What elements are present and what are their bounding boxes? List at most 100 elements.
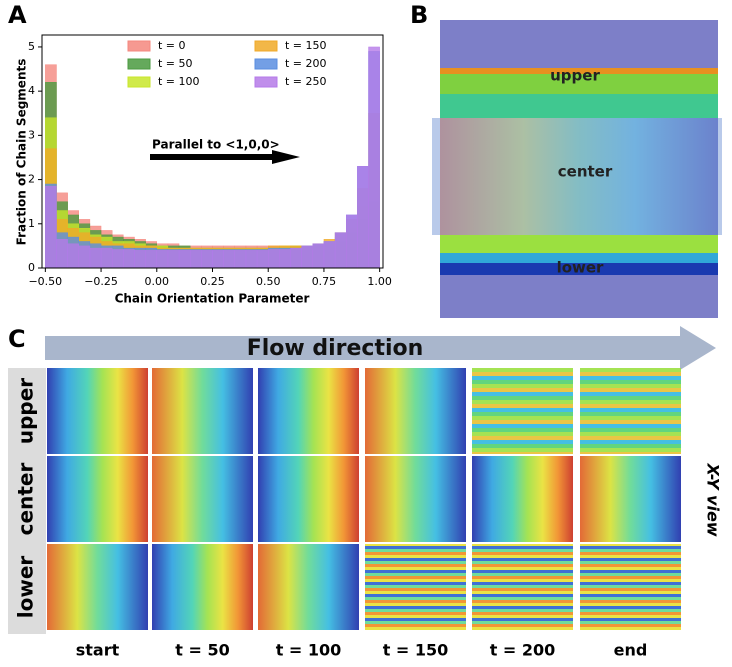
layer: [440, 263, 718, 275]
y-tick-label: 2: [28, 173, 35, 186]
bar: [134, 250, 146, 269]
bar: [201, 250, 213, 269]
x-tick-label: 0.00: [145, 275, 170, 288]
bar: [323, 241, 336, 269]
legend-label: t = 200: [285, 57, 327, 70]
snapshot: [152, 456, 253, 542]
snapshot: [47, 544, 148, 630]
bar: [368, 46, 380, 269]
legend-label: t = 100: [158, 75, 200, 88]
legend-swatch: [254, 40, 278, 52]
column-label: t = 50: [175, 641, 229, 660]
bar: [223, 250, 235, 269]
panel-a: A Fraction of Chain Segments Chain Orien…: [8, 1, 392, 306]
row-label: center: [14, 463, 38, 536]
slab: [440, 20, 718, 68]
panel-label: A: [8, 1, 27, 29]
annotation-arrow: [150, 150, 300, 164]
snapshot: [365, 368, 466, 454]
y-tick-label: 4: [28, 84, 35, 97]
bar: [212, 250, 224, 269]
annotation: Parallel to <1,0,0>: [152, 138, 280, 152]
column-label: t = 200: [490, 641, 556, 660]
center-highlight: [432, 118, 722, 235]
snapshot: [365, 544, 466, 630]
y-axis-label: Fraction of Chain Segments: [15, 59, 29, 246]
bar: [100, 247, 113, 269]
slab: [440, 275, 718, 318]
panel-c: C Flow direction X-Y view upper center low…: [8, 325, 723, 660]
bar: [346, 214, 358, 269]
x-tick-label: −0.50: [28, 275, 62, 288]
column-label: start: [76, 641, 120, 660]
snapshot: [47, 368, 148, 454]
y-tick-label: 3: [28, 128, 35, 141]
snapshot: [258, 456, 359, 542]
snapshot: [580, 544, 681, 630]
legend-label: t = 50: [158, 57, 193, 70]
flow-label: Flow direction: [247, 336, 424, 361]
bar: [190, 250, 202, 269]
bar: [256, 250, 269, 269]
panel-b: B upper center lower: [410, 1, 722, 318]
column-label: t = 150: [383, 641, 449, 660]
layer: [440, 74, 718, 94]
layer: [440, 235, 718, 253]
bar: [245, 250, 258, 269]
region-label: lower: [557, 259, 604, 277]
panel-label: B: [410, 1, 428, 29]
bar: [145, 250, 157, 269]
snapshot: [580, 456, 681, 542]
column-label: t = 100: [276, 641, 342, 660]
row-label: upper: [14, 378, 38, 444]
legend-swatch: [127, 76, 151, 88]
bar: [156, 250, 169, 269]
layer: [440, 94, 718, 118]
legend-label: t = 0: [158, 39, 186, 52]
snapshot: [258, 544, 359, 630]
bar: [357, 166, 369, 269]
bar: [67, 243, 79, 269]
region-label: upper: [550, 67, 600, 85]
x-tick-label: 0.50: [256, 275, 281, 288]
legend-label: t = 250: [285, 75, 327, 88]
bar: [301, 245, 313, 269]
snapshot: [472, 368, 573, 454]
view-label: X-Y view: [704, 462, 723, 536]
bar: [56, 239, 68, 269]
region-label: center: [558, 163, 613, 181]
bar: [178, 250, 191, 269]
row-band: [8, 368, 46, 634]
bar: [123, 249, 135, 269]
bar: [45, 186, 57, 269]
legend-swatch: [254, 58, 278, 70]
bar: [167, 250, 180, 269]
bar: [268, 249, 280, 269]
snapshot: [365, 456, 466, 542]
legend-swatch: [127, 40, 151, 52]
snapshot: [152, 368, 253, 454]
bar: [312, 243, 325, 269]
y-tick-label: 1: [28, 217, 35, 230]
bar: [78, 245, 91, 269]
layer: [440, 253, 718, 263]
legend-swatch: [127, 58, 151, 70]
snapshot: [152, 544, 253, 630]
x-tick-label: 0.25: [200, 275, 225, 288]
snapshot: [47, 456, 148, 542]
x-tick-label: 0.75: [312, 275, 337, 288]
panel-label: C: [8, 325, 26, 353]
bar: [279, 249, 291, 269]
y-tick-label: 5: [28, 40, 35, 53]
x-axis-label: Chain Orientation Parameter: [115, 292, 310, 306]
x-tick-label: 1.00: [367, 275, 392, 288]
x-tick-label: −0.25: [84, 275, 118, 288]
row-label: lower: [14, 556, 38, 619]
bar: [89, 247, 102, 269]
snapshot: [472, 544, 573, 630]
legend-swatch: [254, 76, 278, 88]
bar: [290, 247, 302, 269]
bar: [112, 249, 124, 269]
snapshot: [580, 368, 681, 454]
